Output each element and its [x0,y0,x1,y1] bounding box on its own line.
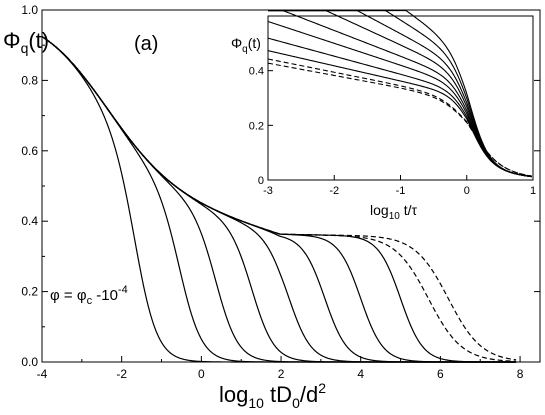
main-xtick-label: 2 [278,367,285,381]
inset-xlabel-tail: t/τ [400,202,418,218]
inset-ytick-label: 0.4 [249,66,264,78]
panel-label: (a) [134,33,158,55]
annotation-tail: -10 [92,287,118,304]
main-ylabel-tail: (t) [28,28,49,53]
main-ytick-label: 0.8 [21,73,38,87]
main-xlabel-sup: 2 [318,380,326,396]
inset-ylabel-main: Φ [231,35,242,51]
inset-xtick-label: -2 [329,185,339,197]
inset-xlabel-main: log [370,202,389,218]
annotation-main: φ = φ [50,287,87,304]
main-xtick-label: -2 [116,367,127,381]
main-plot: -4 -2 0 2 4 6 80.00.20.40.60.81.0 Φq(t) log10 … [3,3,541,411]
inset-ytick-label: 0.2 [249,120,264,132]
main-xlabel-sub2: 0 [292,395,300,411]
main-xlabel: log10 tD0/d2 [219,380,326,411]
main-ytick-label: 0.0 [21,355,38,369]
main-xtick-label: 4 [357,367,364,381]
main-ytick-label: 0.2 [21,285,38,299]
annotation-sup: -4 [118,284,128,296]
main-xlabel-sub: 10 [248,395,264,411]
main-xtick-label: -4 [37,367,48,381]
inset-series-line [267,50,532,178]
main-xtick-label: 8 [517,367,524,381]
inset-ytick-label: 0 [258,175,264,187]
main-ytick-label: 0.6 [21,144,38,158]
inset-plot: -3 -2 -1 0 100.20.4 Φq(t) log10 t/τ [231,9,536,222]
inset-xlabel-sub: 10 [389,211,401,222]
annotation-sub: c [87,295,93,307]
inset-series-line [267,62,532,177]
inset-series-line [267,58,532,177]
main-ylabel-sub: q [21,40,29,56]
main-axis-ticks: -4 -2 0 2 4 6 8 0.0 0.2 0.4 0.6 0.8 1.0 [21,3,540,381]
inset-xtick-label: -1 [396,185,406,197]
main-xtick-label: 0 [198,367,205,381]
inset-xtick-label: 1 [530,185,536,197]
inset-xlabel: log10 t/τ [370,202,417,222]
inset-axis-ticks: -3 -2 -1 0 1 0 0.2 0.4 [249,66,536,197]
inset-ylabel-sub: q [242,44,248,55]
main-xtick-label: 6 [437,367,444,381]
inset-background [268,16,533,180]
main-xlabel-tail: tD [264,382,292,407]
inset-series-lines [267,9,532,178]
inset-xtick-label: 0 [464,185,470,197]
main-series-line [41,36,517,361]
phi-annotation: φ = φc -10-4 [50,284,128,307]
main-xlabel-main: log [219,382,248,407]
main-ylabel-main: Φ [3,28,21,53]
main-ytick-label: 1.0 [21,3,38,17]
main-ylabel: Φq(t) [3,28,49,56]
main-xlabel-tail2: /d [300,382,318,407]
main-ytick-label: 0.4 [21,214,38,228]
main-series-lines [41,36,517,363]
inset-xtick-label: -3 [263,185,273,197]
inset-ylabel: Φq(t) [231,35,261,55]
inset-ylabel-tail: (t) [248,35,261,51]
